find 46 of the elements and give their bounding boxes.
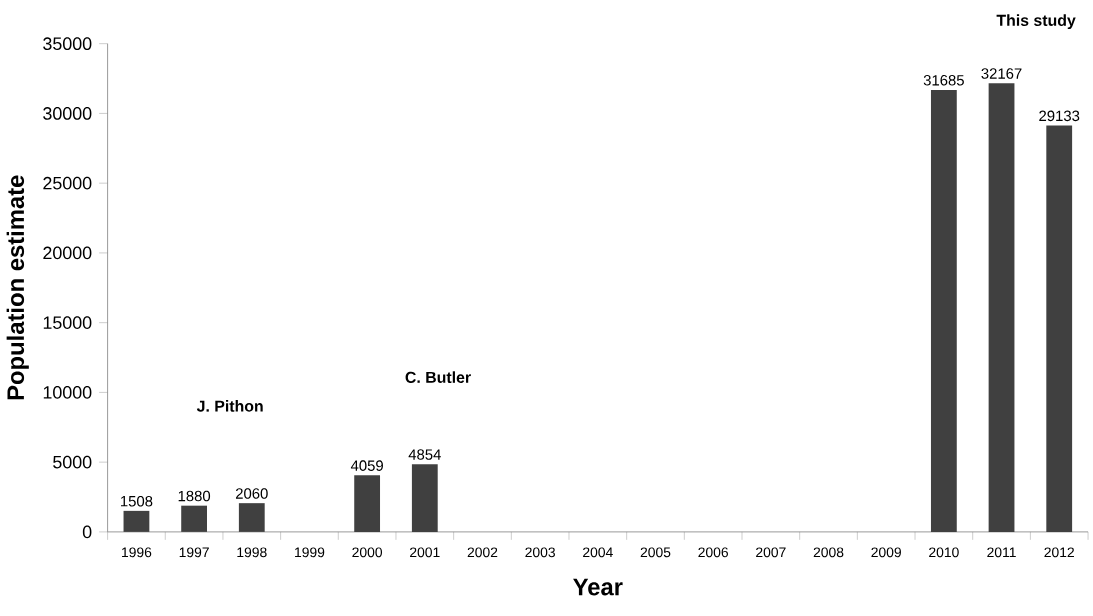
- x-tick-label: 2008: [813, 547, 844, 558]
- y-tick-label: 0: [82, 525, 92, 539]
- x-tick-label: 2004: [583, 547, 613, 558]
- y-tick-label: 10000: [43, 385, 92, 399]
- annotation: C. Butler: [405, 371, 471, 383]
- x-tick-label: 2006: [698, 547, 728, 558]
- bar: [988, 83, 1015, 532]
- y-tick-label: 30000: [43, 106, 92, 120]
- data-label: 29133: [1039, 110, 1080, 122]
- bar: [411, 464, 438, 532]
- x-tick-label: 1997: [179, 547, 209, 558]
- y-tick-label: 20000: [43, 246, 92, 260]
- x-tick-label: 2011: [987, 547, 1016, 558]
- bar: [181, 505, 208, 532]
- x-tick-label: 2012: [1044, 547, 1074, 558]
- x-tick-label: 2000: [352, 547, 383, 558]
- text: This study: [996, 14, 1076, 29]
- data-label: 2060: [235, 488, 268, 499]
- data-label: 1880: [178, 490, 211, 502]
- bar: [1046, 125, 1073, 532]
- x-tick-label: 1996: [122, 547, 152, 558]
- y-tick-label: 5000: [53, 455, 92, 469]
- data-label: 31685: [923, 74, 964, 86]
- data-label: 4854: [408, 449, 441, 460]
- x-tick-label: 1999: [295, 547, 325, 558]
- y-tick-label: 35000: [43, 37, 92, 50]
- data-label: 4059: [350, 460, 383, 471]
- bar: [238, 503, 265, 532]
- annotation: J. Pithon: [196, 399, 263, 412]
- x-tick-label: 1998: [237, 547, 267, 558]
- x-tick-label: 2007: [756, 547, 786, 558]
- bar: [354, 475, 381, 532]
- x-tick-label: 2001: [410, 547, 440, 558]
- data-label: 32167: [981, 68, 1022, 79]
- y-tick-label: 25000: [43, 176, 92, 190]
- y-axis-title: Population estimate: [6, 175, 29, 400]
- x-tick-label: 2002: [467, 547, 498, 558]
- x-axis-title: Year: [573, 578, 623, 596]
- y-tick-label: 15000: [43, 316, 92, 329]
- bar: [123, 510, 150, 532]
- bar: [930, 89, 957, 532]
- x-tick-label: 2003: [525, 547, 555, 558]
- x-tick-label: 2010: [929, 547, 959, 558]
- data-label: 1508: [121, 495, 153, 507]
- x-tick-label: 2005: [640, 547, 671, 558]
- x-tick-label: 2009: [871, 547, 901, 558]
